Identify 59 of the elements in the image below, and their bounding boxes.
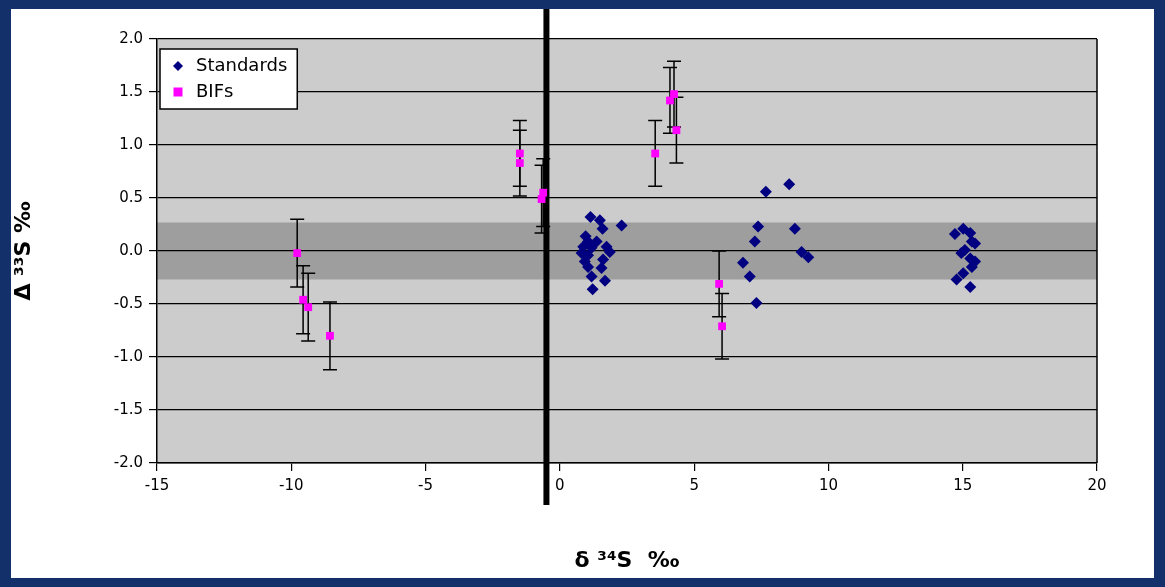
- point: [539, 188, 548, 197]
- point: [585, 270, 598, 283]
- point: [515, 159, 524, 167]
- point: [948, 228, 961, 241]
- point: [326, 331, 334, 340]
- x-tick-label: -5: [418, 475, 434, 494]
- point: [598, 274, 611, 287]
- point: [596, 222, 609, 235]
- point: [802, 251, 815, 264]
- point: [718, 322, 726, 331]
- point: [750, 296, 763, 309]
- point: [964, 226, 977, 239]
- legend-label: Standards: [196, 53, 288, 75]
- point: [670, 90, 678, 99]
- x-tick-label: -15: [144, 475, 170, 494]
- point: [788, 222, 801, 235]
- point: [672, 126, 681, 135]
- point: [958, 243, 971, 256]
- point: [651, 149, 660, 158]
- point: [748, 235, 761, 248]
- y-axis-title: Δ ³³S ‰: [9, 201, 35, 301]
- point: [950, 273, 963, 286]
- y-tick-label: -1.0: [113, 346, 143, 365]
- point: [584, 211, 597, 224]
- point: [597, 253, 610, 266]
- y-tick-label: 1.0: [119, 134, 143, 153]
- point: [304, 303, 313, 312]
- point: [743, 270, 756, 283]
- point: [299, 295, 307, 304]
- point: [964, 281, 977, 294]
- point: [957, 267, 970, 280]
- point: [515, 149, 524, 158]
- point: [586, 283, 599, 296]
- x-tick-label: 0: [555, 475, 565, 494]
- y-tick-label: 1.5: [119, 81, 143, 100]
- x-tick-label: 10: [818, 475, 838, 494]
- x-tick-label: 20: [1087, 475, 1107, 494]
- point: [957, 222, 970, 235]
- x-tick-label: -10: [279, 475, 304, 494]
- y-tick-label: 0.5: [119, 187, 143, 206]
- point: [795, 246, 808, 259]
- point: [783, 178, 796, 191]
- y-tick-label: -1.5: [113, 399, 143, 418]
- x-axis-title: δ ³⁴S ‰: [574, 546, 680, 572]
- point: [737, 256, 750, 269]
- point: [615, 219, 628, 232]
- point: [293, 249, 302, 258]
- point: [759, 185, 772, 198]
- legend-label: BIFs: [196, 79, 234, 101]
- point: [715, 279, 724, 288]
- x-tick-label: 5: [689, 475, 699, 494]
- point: [603, 246, 616, 259]
- y-tick-label: 2.0: [119, 28, 143, 47]
- y-tick-label: -2.0: [113, 452, 143, 471]
- y-tick-label: -0.5: [113, 293, 143, 312]
- point: [752, 220, 765, 233]
- y-tick-label: 0.0: [119, 240, 143, 259]
- point: [593, 214, 606, 227]
- x-tick-label: 15: [953, 475, 973, 494]
